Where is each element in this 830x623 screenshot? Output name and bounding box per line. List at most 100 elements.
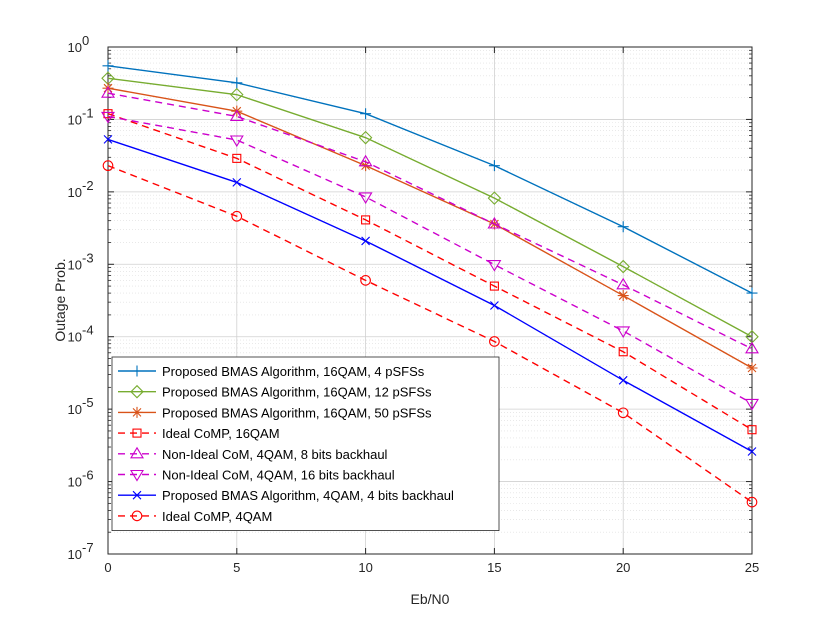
data-point [229,135,244,148]
legend-item: Proposed BMAS Algorithm, 16QAM, 4 pSFSs [118,364,425,379]
y-tick-exponent: -2 [82,178,94,193]
data-point [358,154,373,167]
legend-label: Ideal CoMP, 16QAM [162,426,280,441]
x-tick-label: 10 [358,560,372,575]
data-point [618,347,628,357]
series-line [107,138,753,453]
y-tick-label: 10 -6 [68,468,94,490]
data-point [747,425,757,435]
data-point [230,87,244,102]
series-line [107,113,753,431]
data-point [489,336,500,347]
y-tick-base: 10 [68,40,82,55]
legend-marker [131,510,143,522]
data-point [102,160,114,172]
legend-marker [130,384,144,399]
data-point [358,130,373,145]
data-point [360,108,372,120]
data-point [101,111,115,124]
data-point [489,281,499,291]
data-point [358,192,373,205]
data-point [232,153,242,163]
y-tick-label: 10 -1 [68,105,94,127]
legend-label: Proposed BMAS Algorithm, 16QAM, 12 pSFSs [162,385,432,400]
series-line [107,115,753,405]
series-4 [103,109,757,435]
y-tick-label: 10 -7 [68,540,94,562]
y-tick-exponent: -1 [82,105,94,120]
y-axis-label: Outage Prob. [52,258,68,341]
data-point [746,362,758,374]
data-point [231,77,243,89]
legend-item: Proposed BMAS Algorithm, 16QAM, 12 pSFSs [118,385,432,400]
series-line [107,92,753,350]
legend-marker [130,446,144,459]
x-tick-label: 25 [745,560,759,575]
data-point [102,60,114,72]
series-1 [102,60,758,299]
legend-label: Proposed BMAS Algorithm, 16QAM, 50 pSFSs [162,405,432,420]
data-point [616,326,631,339]
x-axis-label: Eb/N0 [411,591,450,607]
data-point [361,215,371,225]
x-tick-label: 15 [487,560,501,575]
legend: Proposed BMAS Algorithm, 16QAM, 4 pSFSs P… [111,356,500,532]
legend-item: Ideal CoMP, 4QAM [118,509,272,524]
series-8 [102,160,758,508]
series-layer [101,60,759,508]
data-point [360,275,371,286]
legend-marker [131,365,143,377]
legend-marker [130,469,144,482]
y-tick-base: 10 [68,112,82,127]
y-tick-base: 10 [68,185,82,200]
data-point [617,221,629,233]
data-point [231,210,243,222]
y-tick-base: 10 [68,257,82,272]
legend-item: Ideal CoMP, 16QAM [118,426,280,441]
data-point [103,135,113,144]
data-point [616,259,630,274]
series-6 [101,111,759,411]
legend-item: Non-Ideal CoM, 4QAM, 8 bits backhaul [118,446,388,462]
y-tick-exponent: -4 [82,323,94,338]
x-tick-label: 0 [104,560,111,575]
series-line [107,165,753,503]
y-tick-label: 10 -2 [68,178,94,200]
series-7 [103,135,757,456]
legend-label: Non-Ideal CoM, 4QAM, 16 bits backhaul [162,468,395,483]
series-line [107,77,753,338]
x-tick-label: 5 [233,560,240,575]
series-line [107,87,753,369]
legend-marker [132,490,142,500]
y-tick-label: 10 -4 [68,323,94,345]
x-tick-label: 20 [616,560,630,575]
data-point [618,375,628,385]
y-tick-exponent: -3 [82,250,94,265]
y-tick-label: 10 0 [68,33,90,55]
legend-marker [132,428,142,438]
y-tick-base: 10 [68,475,82,490]
data-point [361,236,370,246]
legend-label: Proposed BMAS Algorithm, 4QAM, 4 bits ba… [162,488,454,503]
axes-box [107,46,753,555]
data-point [487,191,502,205]
data-point [747,447,757,456]
data-point [745,341,759,354]
y-tick-base: 10 [68,547,82,562]
legend-marker [131,406,143,418]
data-point [487,260,502,272]
y-tick-exponent: -7 [82,540,94,555]
legend-label: Proposed BMAS Algorithm, 16QAM, 4 pSFSs [162,364,425,379]
data-point [487,216,502,229]
data-point [229,109,244,121]
series-line [107,65,753,294]
y-tick-exponent: -6 [82,468,94,483]
y-tick-label: 10 -5 [68,395,94,417]
series-5 [101,86,759,354]
data-point [745,398,759,411]
data-point [746,496,758,508]
data-point [232,178,242,187]
y-tick-base: 10 [68,402,82,417]
